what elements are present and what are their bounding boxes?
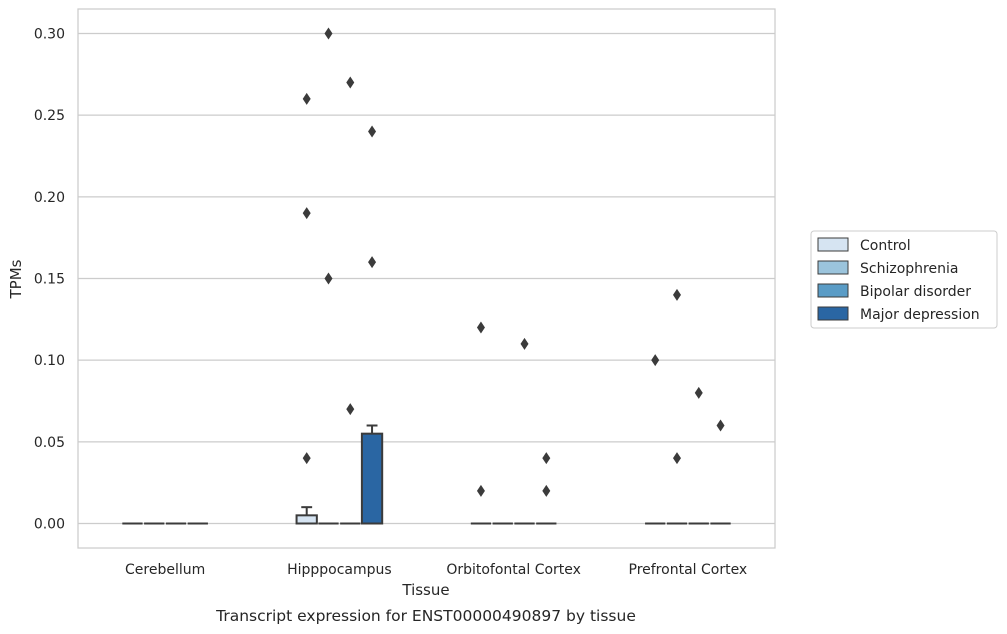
plot-area-frame [77,8,776,549]
outlier-marker [324,272,333,285]
legend-swatch [817,306,849,321]
legend-label: Schizophrenia [860,261,958,277]
box-control [295,506,318,525]
outlier-marker [694,386,703,399]
y-axis-title: TPMs [7,259,25,299]
x-axis-title: Tissue [401,581,449,599]
y-tick-label: 0.00 [34,517,65,533]
y-axis-ticks: 0.00 0.05 0.10 0.15 0.20 0.25 0.30 [34,27,65,533]
outlier-marker [542,452,551,465]
outlier-marker [672,452,681,465]
x-tick-label: Prefrontal Cortex [629,562,748,578]
outlier-marker [368,125,377,138]
y-tick-label: 0.10 [34,353,65,369]
outlier-marker [476,484,485,497]
x-tick-label: Orbitofontal Cortex [446,562,581,578]
outlier-marker [542,484,551,497]
y-tick-label: 0.15 [34,272,65,288]
legend-swatch [817,260,849,275]
legend-label: Control [860,238,911,254]
box-major-depression [360,424,384,525]
legend: Control Schizophrenia Bipolar disorder Majo… [810,230,998,329]
legend-item: Bipolar disorder [817,283,971,300]
outlier-marker [302,452,311,465]
outlier-marker [346,403,355,416]
grid-lines [78,32,775,525]
box-plot-series [122,424,731,525]
outlier-marker [476,321,485,334]
legend-label: Major depression [860,307,980,323]
legend-label: Bipolar disorder [860,284,971,300]
box-body [360,432,384,525]
chart-caption: Transcript expression for ENST0000049089… [215,607,636,625]
outlier-marker [324,27,333,40]
outlier-marker [651,354,660,367]
x-axis-ticks: Cerebellum Hipppocampus Orbitofontal Corte… [125,562,747,578]
legend-item: Schizophrenia [817,260,958,277]
outlier-marker [520,337,529,350]
box-body [295,514,318,525]
outlier-marker [302,207,311,220]
y-tick-label: 0.30 [34,27,65,43]
x-tick-label: Cerebellum [125,562,205,578]
x-tick-label: Hipppocampus [287,562,392,578]
y-tick-label: 0.20 [34,190,65,206]
legend-box [810,230,998,329]
outlier-marker [368,256,377,269]
outlier-marker [346,76,355,89]
legend-swatch [817,283,849,298]
y-tick-label: 0.25 [34,108,65,124]
outlier-marker [672,288,681,301]
outlier-points [302,27,725,497]
y-tick-label: 0.05 [34,435,65,451]
outlier-marker [302,92,311,105]
legend-swatch [817,237,849,252]
legend-item: Major depression [817,306,980,323]
outlier-marker [716,419,725,432]
legend-item: Control [817,237,911,254]
